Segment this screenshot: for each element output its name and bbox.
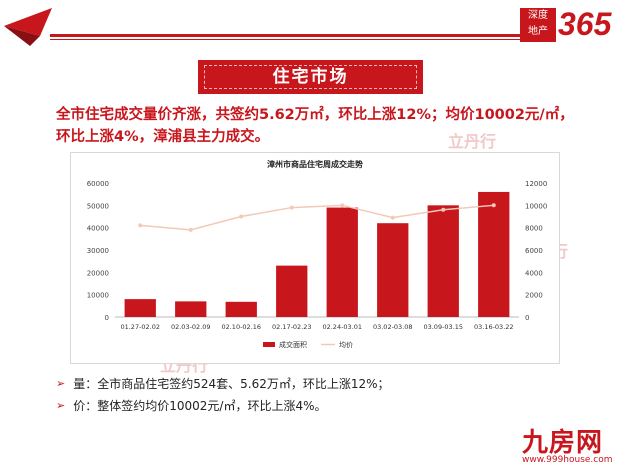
bar — [377, 223, 409, 317]
watermark: 立丹行 — [448, 132, 497, 151]
bar — [478, 191, 510, 317]
y-right-tick-label: 12000 — [525, 180, 547, 188]
bullet-text: 整体签约均价10002元/㎡，环比上涨4%。 — [97, 399, 327, 413]
price-point — [239, 214, 244, 219]
x-tick-label: 02.10-02.16 — [221, 323, 261, 331]
bullet-arrow-icon: ➢ — [56, 377, 66, 390]
price-point — [289, 205, 294, 210]
brand-logo-line2: 地产 — [528, 26, 548, 37]
section-banner: 住宅市场 — [198, 60, 423, 94]
header-rule-thin — [50, 39, 520, 40]
y-left-tick-label: 30000 — [87, 247, 109, 255]
price-point — [138, 223, 143, 228]
y-right-tick-label: 10000 — [525, 202, 547, 210]
bar — [276, 265, 308, 317]
y-left-tick-label: 0 — [105, 314, 109, 322]
brand-logo-box: 深度 地产 — [520, 8, 556, 42]
banner-border — [204, 65, 417, 89]
bullet-label: 量： — [73, 377, 98, 391]
y-left-tick-label: 50000 — [87, 202, 109, 210]
x-tick-label: 03.16-03.22 — [474, 323, 514, 331]
legend-bar-label: 成交面积 — [279, 340, 307, 349]
arrow-logo-icon — [4, 8, 52, 46]
top-bar: 深度 地产 365 — [0, 0, 625, 52]
brand-logo: 深度 地产 365 — [520, 6, 622, 44]
y-right-tick-label: 6000 — [525, 247, 543, 255]
y-left-tick-label: 60000 — [87, 180, 109, 188]
price-point — [441, 207, 446, 212]
price-point — [188, 227, 193, 232]
x-tick-label: 03.02-03.08 — [373, 323, 413, 331]
chart-panel: 漳州市商品住宅周成交走势 0 10000 20000 30000 40000 50000 6… — [70, 152, 560, 364]
x-tick-label: 02.24-03.01 — [322, 323, 362, 331]
price-line — [140, 204, 494, 231]
bullet-list: ➢ 量： 全市商品住宅签约524套、5.62万㎡，环比上涨12%； ➢ 价： 整… — [56, 373, 390, 417]
bar — [175, 301, 207, 317]
headline: 全市住宅成交量价齐涨，共签约5.62万㎡，环比上涨12%；均价10002元/㎡，… — [56, 107, 574, 145]
footer-url: www.999house.com — [522, 455, 613, 465]
legend-line-label: 均价 — [339, 340, 353, 349]
section-title: 住宅市场 — [272, 67, 349, 87]
y-right-tick-label: 8000 — [525, 225, 543, 233]
footer-brand: 九房网 — [522, 428, 604, 458]
y-right-tick-label: 2000 — [525, 292, 543, 300]
trend-chart: 0 10000 20000 30000 40000 50000 60000 0 2000 4000… — [87, 180, 548, 349]
y-right-tick-label: 4000 — [525, 269, 543, 277]
chart-title: 漳州市商品住宅周成交走势 — [267, 160, 363, 169]
price-point — [340, 203, 345, 208]
brand-logo-number: 365 — [558, 6, 612, 42]
footer-logo: 九房网 www.999house.com — [522, 422, 622, 466]
bar — [427, 205, 459, 317]
y-right-tick-label: 0 — [525, 314, 529, 322]
bullet-text: 全市商品住宅签约524套、5.62万㎡，环比上涨12%； — [97, 377, 390, 391]
price-point — [390, 215, 395, 220]
x-tick-label: 01.27-02.02 — [120, 323, 160, 331]
x-tick-label: 03.09-03.15 — [423, 323, 463, 331]
bar — [124, 299, 156, 317]
bar — [225, 301, 257, 317]
bar — [326, 207, 358, 317]
header-rule — [50, 34, 520, 37]
bullet-item-volume: ➢ 量： 全市商品住宅签约524套、5.62万㎡，环比上涨12%； — [56, 373, 390, 395]
bullet-item-price: ➢ 价： 整体签约均价10002元/㎡，环比上涨4%。 — [56, 395, 390, 417]
y-left-tick-label: 20000 — [87, 269, 109, 277]
brand-logo-line1: 深度 — [528, 10, 548, 21]
y-left-tick-label: 40000 — [87, 225, 109, 233]
legend-bar-swatch — [263, 342, 275, 347]
x-tick-label: 02.17-02.23 — [272, 323, 312, 331]
price-point — [491, 203, 496, 208]
y-left-tick-label: 10000 — [87, 292, 109, 300]
bullet-label: 价： — [73, 399, 98, 413]
x-tick-label: 02.03-02.09 — [171, 323, 211, 331]
bullet-arrow-icon: ➢ — [56, 399, 66, 412]
